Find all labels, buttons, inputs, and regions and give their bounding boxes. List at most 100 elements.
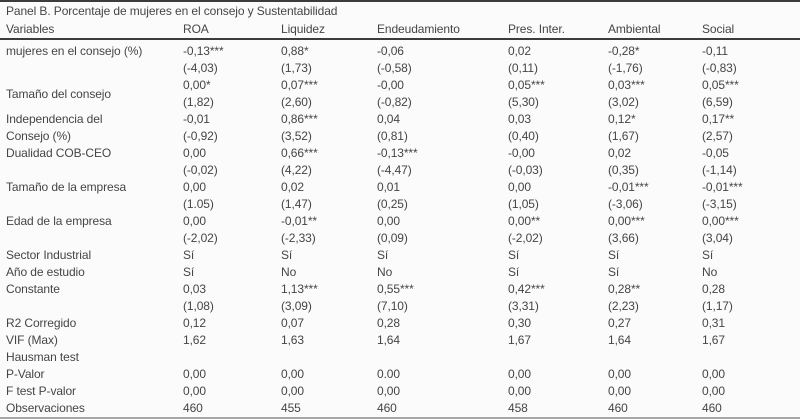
row-label-line: R2 Corregido (6, 316, 77, 330)
cell-value: 460 (377, 401, 397, 415)
cell-value: 0,66*** (281, 146, 318, 160)
cell-value: 0,00 (183, 180, 206, 194)
cell-value: 0,28 (702, 282, 725, 296)
regression-table: Variables ROA Liquidez Endeudamiento Pre… (0, 19, 800, 419)
cell-value: 0,00 (183, 384, 206, 398)
row-label-line: F test P-valor (6, 384, 76, 398)
column-header-pres-inter: Pres. Inter. (508, 19, 608, 40)
cell-value: 0,00 (702, 384, 725, 398)
table-row: Dualidad COB-CEO 0,00 0,66*** -0,13*** -0,00… (0, 145, 800, 162)
cell-value: 0,00 (377, 214, 400, 228)
cell-value: 455 (281, 401, 301, 415)
cell-value: 0,00 (183, 214, 206, 228)
cell-value: 0,00 (702, 367, 725, 381)
row-label: Tamaño de la empresa (0, 179, 183, 213)
cell-value: 0,86*** (281, 112, 318, 126)
cell-value: 0,00** (508, 214, 541, 228)
cell-value: (1,05) (508, 197, 539, 211)
cell-value: (0,09) (377, 231, 408, 245)
cell-value: (3,02) (608, 95, 639, 109)
row-label-line: Hausman test (6, 350, 79, 364)
cell-value: 0,42*** (508, 282, 545, 296)
row-label: Dualidad COB-CEO (0, 145, 183, 179)
cell-value: 0,12 (183, 316, 206, 330)
cell-value: (-1,76) (608, 61, 643, 75)
cell-value: (-0,92) (183, 129, 218, 143)
cell-value: 0.00 (377, 367, 400, 381)
row-label: Observaciones (0, 400, 183, 418)
row-label-line: Tamaño de la empresa (6, 180, 127, 194)
cell-value: 1,64 (608, 333, 631, 347)
cell-value: 1,62 (183, 333, 206, 347)
cell-value: 0,28** (608, 282, 641, 296)
cell-value: 0,17** (702, 112, 735, 126)
cell-value: 0,00 (281, 367, 304, 381)
cell-value: Sí (377, 248, 389, 262)
table-row: Edad de la empresa 0,00 -0,01** 0,00 0,00** 0… (0, 213, 800, 230)
table-row: (-0,92) (3,52) (0,81) (0,40) (1,67) (2,57) (0, 128, 800, 145)
column-header-liquidez: Liquidez (281, 19, 377, 40)
table-row: Tamaño del consejo 0,00* 0,07*** -0,00 0,05*… (0, 77, 800, 101)
cell-value: -0,11 (702, 44, 728, 58)
cell-value: 0,02 (281, 180, 304, 194)
row-label: Constante (0, 281, 183, 315)
cell-value: No (377, 265, 393, 279)
table-row: Constante 0,03 1,13*** 0,55*** 0,42*** 0,28**… (0, 281, 800, 298)
cell-value: 460 (183, 401, 203, 415)
cell-value: 0,00* (183, 78, 211, 92)
cell-value: 0,02 (508, 44, 531, 58)
cell-value: (2,60) (281, 95, 312, 109)
cell-value: -0,28* (608, 44, 640, 58)
cell-value: -0,01** (281, 214, 317, 228)
column-header-variables: Variables (0, 19, 183, 40)
cell-value: (3,52) (281, 129, 312, 143)
table-row: (-0,02) (4,22) (-4,47) (-0,03) (0,35) (-1,14) (0, 162, 800, 179)
cell-value: (0,25) (377, 197, 408, 211)
row-label-line: mujeres en el consejo (%) (6, 44, 143, 58)
panel-title: Panel B. Porcentaje de mujeres en el con… (6, 4, 338, 18)
row-label: VIF (Max) (0, 332, 183, 349)
cell-value: 0,28 (377, 316, 400, 330)
cell-value: (-0,82) (377, 95, 412, 109)
cell-value: 0,27 (608, 316, 631, 330)
cell-value: -0,05 (702, 146, 729, 160)
row-label: Año de estudio (0, 264, 183, 281)
table-row: VIF (Max) 1,62 1,63 1,64 1,67 1,64 1,67 (0, 332, 800, 349)
cell-value: Sí (508, 248, 520, 262)
cell-value: (3,66) (608, 231, 639, 245)
column-header-roa: ROA (183, 19, 281, 40)
row-label: R2 Corregido (0, 315, 183, 332)
cell-value (608, 349, 702, 366)
cell-value: (-3,15) (702, 197, 737, 211)
column-header-social: Social (702, 19, 800, 40)
cell-value: 0,00 (183, 367, 206, 381)
cell-value: 460 (702, 401, 722, 415)
cell-value: Sí (508, 265, 520, 279)
cell-value: Sí (281, 248, 293, 262)
table-row: Sector Industrial Sí Sí Sí Sí Sí Sí (0, 247, 800, 264)
row-label-line: VIF (Max) (6, 333, 58, 347)
cell-value: (-4,03) (183, 61, 218, 75)
cell-value: -0,01 (183, 112, 210, 126)
cell-value: 0,55*** (377, 282, 414, 296)
cell-value: (-2,02) (508, 231, 543, 245)
cell-value: (1,47) (281, 197, 312, 211)
row-label-line: Dualidad COB-CEO (6, 146, 112, 160)
cell-value (702, 349, 800, 366)
cell-value: Sí (608, 265, 620, 279)
cell-value: 0,30 (508, 316, 531, 330)
cell-value: (-2,02) (183, 231, 218, 245)
cell-value: -0,06 (377, 44, 404, 58)
cell-value: -0,00 (508, 146, 535, 160)
row-label: F test P-valor (0, 383, 183, 400)
row-label-line: Independencia del (6, 112, 103, 126)
row-label-line: Año de estudio (6, 265, 85, 279)
cell-value (183, 349, 281, 366)
table-row: Hausman test (0, 349, 800, 366)
row-label-line: Consejo (%) (6, 129, 71, 143)
cell-value: (0,81) (377, 129, 408, 143)
table-row: Tamaño de la empresa 0,00 0,02 0,01 0,00 -0,0… (0, 179, 800, 196)
cell-value: -0,01*** (608, 180, 649, 194)
